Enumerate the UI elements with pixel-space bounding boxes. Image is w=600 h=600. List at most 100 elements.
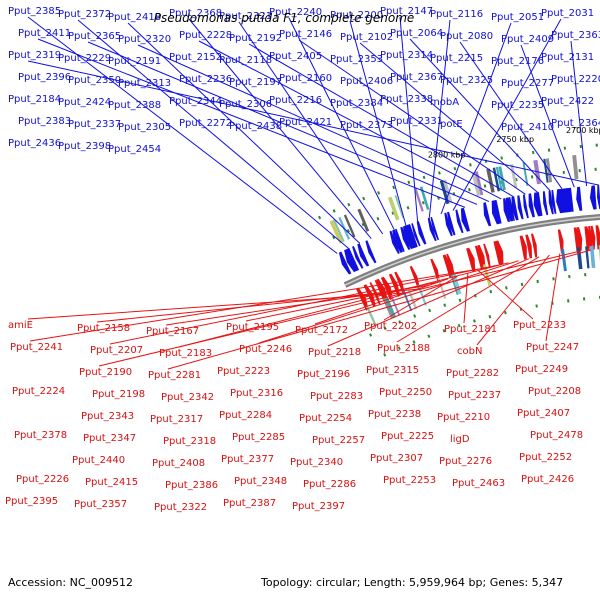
gene-label: Pput_2195 <box>226 322 279 333</box>
gene-label: Pput_2357 <box>74 499 127 510</box>
gene-arrow <box>352 246 364 269</box>
label-connector <box>77 19 349 249</box>
gene-arrow <box>430 258 440 283</box>
label-connector <box>477 269 534 320</box>
genome-title: Pseudomonas putida F1, complete genome <box>154 11 415 25</box>
feature-block <box>387 196 400 221</box>
gene-arrow <box>533 192 541 217</box>
gene-label: Pput_2407 <box>517 408 570 419</box>
gene-label: Pput_2281 <box>148 370 201 381</box>
gene-arrow <box>389 230 400 254</box>
gene-label: Pput_2116 <box>430 9 483 20</box>
gene-arrow <box>542 191 549 216</box>
gene-label: Pput_2367 <box>390 72 443 83</box>
gene-label: Pput_2250 <box>379 387 432 398</box>
gene-label: Pput_2344 <box>169 96 222 107</box>
gene-label: Pput_2246 <box>239 344 292 355</box>
gene-label: Pput_2276 <box>439 456 492 467</box>
gene-label: Pput_2387 <box>223 498 276 509</box>
gene-arrow <box>564 188 572 213</box>
gene-label: Pput_2172 <box>295 325 348 336</box>
gene-label: Pput_2426 <box>521 474 574 485</box>
gene-label: Pput_2254 <box>299 413 352 424</box>
genome-summary-text: Topology: circular; Length: 5,959,964 bp… <box>260 576 563 589</box>
gene-arrow <box>338 251 352 275</box>
feature-block <box>474 171 484 196</box>
gene-label: Pput_2424 <box>58 97 111 108</box>
label-connector <box>248 43 514 197</box>
gene-label: Pput_2118 <box>219 55 272 66</box>
gene-arrow <box>344 249 357 273</box>
gene-label: Pput_2225 <box>381 431 434 442</box>
gene-arrow <box>556 189 564 214</box>
gene-arrow <box>562 188 569 213</box>
gene-arrow <box>528 193 535 218</box>
label-connector <box>545 253 561 342</box>
gene-label: Pput_2386 <box>165 480 218 491</box>
gene-label: Pput_2191 <box>108 56 161 67</box>
label-connector-layer <box>27 16 600 370</box>
gene-label: Pput_2233 <box>513 320 566 331</box>
gene-label: Pput_2364 <box>551 118 600 129</box>
gene-arrow <box>430 216 439 241</box>
gene-label: Pput_2223 <box>217 366 270 377</box>
label-connector <box>359 42 538 193</box>
gene-label: Pput_2249 <box>515 364 568 375</box>
gene-arrow <box>400 226 411 250</box>
gene-arrow <box>505 197 514 222</box>
gene-label: Pput_2236 <box>179 74 232 85</box>
gene-label: Pput_2377 <box>221 454 274 465</box>
feature-block <box>437 277 447 299</box>
gene-label: Pput_2438 <box>229 121 282 132</box>
gene-label: Pput_2305 <box>118 122 171 133</box>
gene-arrow <box>411 223 421 247</box>
gene-label: Pput_2131 <box>541 52 594 63</box>
gene-label: Pput_2337 <box>68 119 121 130</box>
gene-label: Pput_2200 <box>330 10 383 21</box>
tick-ring <box>368 271 600 338</box>
feature-block <box>471 171 481 197</box>
feature-block <box>486 168 495 193</box>
gene-label: Pput_2228 <box>179 30 232 41</box>
label-connector <box>27 16 338 254</box>
feature-block <box>394 194 405 219</box>
gene-label: Pput_2190 <box>79 367 132 378</box>
gene-label: Pput_2350 <box>68 75 121 86</box>
gene-arrow <box>517 195 524 220</box>
gene-label: Pput_2383 <box>18 116 71 127</box>
gene-arrow <box>444 212 453 237</box>
gene-label: Pput_2422 <box>541 96 594 107</box>
label-connector <box>27 292 409 320</box>
gene-arrow <box>589 185 597 210</box>
genome-ring-layer <box>313 143 600 359</box>
gene-label: cobN <box>457 346 482 357</box>
gene-arrow <box>508 197 515 221</box>
gene-label: Pput_2102 <box>340 32 393 43</box>
gene-label: Pput_2320 <box>118 34 171 45</box>
label-connector <box>298 39 526 195</box>
gene-label: Pput_2176 <box>491 56 544 67</box>
label-connector <box>96 288 419 323</box>
label-connector <box>165 285 429 326</box>
gene-label: Pput_2252 <box>519 452 572 463</box>
gene-label: Pput_2160 <box>279 73 332 84</box>
label-connector <box>258 260 519 344</box>
gene-label: Pput_2340 <box>290 457 343 468</box>
gene-label: Pput_2315 <box>366 365 419 376</box>
gene-label: Pput_2181 <box>444 324 497 335</box>
gene-arrow <box>392 229 403 253</box>
gene-label: Pput_2031 <box>541 8 594 19</box>
gene-label: Pput_2322 <box>154 502 207 513</box>
gene-label: Pput_2454 <box>108 144 161 155</box>
gene-label: Pput_2216 <box>269 95 322 106</box>
gene-arrow <box>427 217 437 242</box>
feature-block <box>402 290 413 312</box>
gene-label: potE <box>440 119 463 130</box>
gene-label: Pput_2368 <box>169 8 222 19</box>
gene-label: Pput_2146 <box>279 29 332 40</box>
gene-label: Pput_2238 <box>368 409 421 420</box>
gene-arrow <box>403 225 414 250</box>
gene-arrow <box>511 196 519 221</box>
gene-label: Pput_2325 <box>440 75 493 86</box>
